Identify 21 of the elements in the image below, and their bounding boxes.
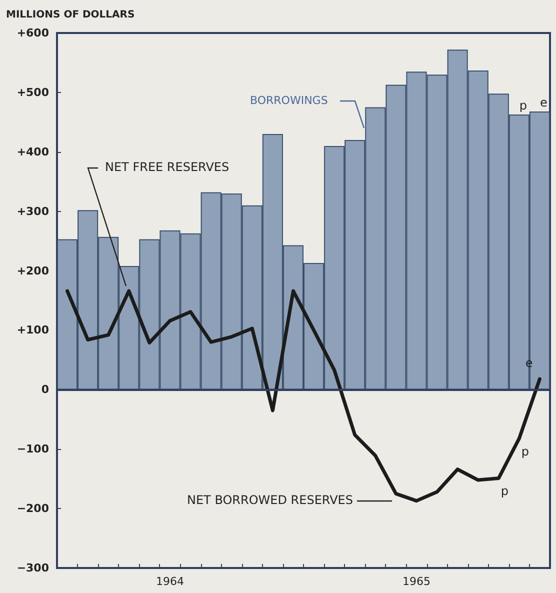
annotation: NET BORROWED RESERVES <box>187 493 354 507</box>
y-tick-label: +500 <box>16 86 50 99</box>
y-tick-label: +200 <box>16 264 50 278</box>
y-axis-title: MILLIONS OF DOLLARS <box>6 10 135 20</box>
data-label: p <box>500 484 508 498</box>
y-tick-label: +100 <box>16 324 50 337</box>
data-label: p <box>519 98 527 112</box>
data-label: p <box>521 444 529 458</box>
y-tick-label: 0 <box>41 383 50 396</box>
y-tick-label: +600 <box>16 26 50 40</box>
y-tick-label: +300 <box>16 204 50 218</box>
annotation: NET FREE RESERVES <box>105 160 230 174</box>
y-tick-label: −300 <box>16 562 50 574</box>
x-tick-label: 1964 <box>156 575 184 588</box>
x-tick-label: 1965 <box>402 575 430 588</box>
y-tick-label: +400 <box>16 145 50 158</box>
y-tick-label: −100 <box>16 442 50 456</box>
y-tick-label: −200 <box>16 502 50 516</box>
text: BORROWINGS <box>250 94 328 107</box>
data-label: e <box>540 95 548 110</box>
line-series <box>66 289 542 503</box>
